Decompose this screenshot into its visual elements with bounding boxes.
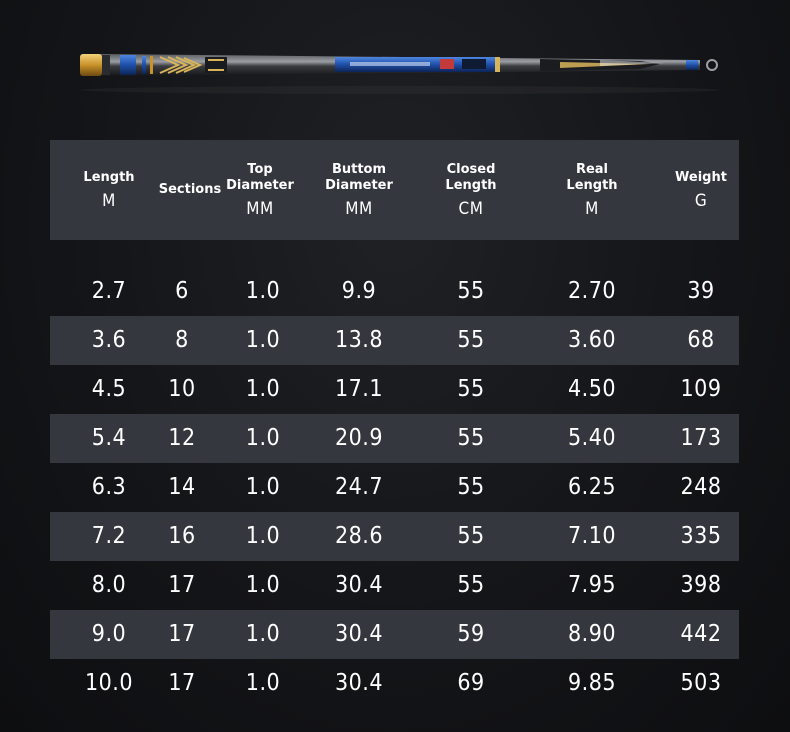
table-row: 2.7 6 1.0 9.9 55 2.70 39	[50, 267, 739, 316]
cell-bottom-diameter: 20.9	[334, 425, 384, 451]
cell-sections: 12	[168, 425, 196, 451]
cell-closed-length: 55	[457, 327, 485, 353]
fishing-rod-image	[0, 0, 790, 120]
cell-closed-length: 55	[457, 425, 485, 451]
header-bottom-diameter-label: Buttom Diameter	[325, 161, 393, 193]
cell-weight: 173	[680, 425, 722, 451]
table-row: 9.0 17 1.0 30.4 59 8.90 442	[50, 610, 739, 659]
cell-weight: 398	[680, 572, 722, 598]
header-real-length: Real Length M	[550, 140, 634, 240]
cell-bottom-diameter: 28.6	[334, 523, 384, 549]
cell-top-diameter: 1.0	[245, 523, 281, 549]
cell-sections: 10	[168, 376, 196, 402]
header-weight-label: Weight	[675, 169, 727, 185]
cell-top-diameter: 1.0	[245, 278, 281, 304]
cell-length: 5.4	[91, 425, 127, 451]
header-top-diameter: Top Diameter MM	[220, 140, 300, 240]
cell-length: 7.2	[91, 523, 127, 549]
table-header: Length M Sections Top Diameter MM Buttom…	[50, 140, 739, 240]
cell-bottom-diameter: 9.9	[341, 278, 377, 304]
cell-weight: 68	[687, 327, 715, 353]
cell-sections: 14	[168, 474, 196, 500]
cell-bottom-diameter: 13.8	[334, 327, 384, 353]
header-real-length-unit: M	[585, 198, 599, 219]
header-weight-unit: G	[694, 190, 708, 211]
cell-sections: 8	[175, 327, 189, 353]
cell-real-length: 4.50	[567, 376, 617, 402]
cell-bottom-diameter: 24.7	[334, 474, 384, 500]
cell-top-diameter: 1.0	[245, 572, 281, 598]
cell-real-length: 7.10	[567, 523, 617, 549]
cell-weight: 39	[687, 278, 715, 304]
cell-top-diameter: 1.0	[245, 376, 281, 402]
header-weight: Weight G	[664, 140, 738, 240]
header-sections-label: Sections	[158, 182, 222, 197]
cell-sections: 6	[175, 278, 189, 304]
header-closed-length-unit: CM	[458, 198, 484, 219]
cell-closed-length: 55	[457, 474, 485, 500]
cell-weight: 109	[680, 376, 722, 402]
cell-weight: 503	[680, 670, 722, 696]
cell-closed-length: 69	[457, 670, 485, 696]
cell-real-length: 8.90	[567, 621, 617, 647]
cell-real-length: 6.25	[567, 474, 617, 500]
header-closed-length-label: Closed Length	[445, 161, 497, 193]
cell-bottom-diameter: 30.4	[334, 621, 384, 647]
header-length-label: Length	[83, 169, 135, 185]
header-length-unit: M	[102, 190, 116, 211]
header-length: Length M	[72, 140, 146, 240]
header-closed-length: Closed Length CM	[430, 140, 512, 240]
cell-top-diameter: 1.0	[245, 425, 281, 451]
cell-sections: 17	[168, 670, 196, 696]
header-top-diameter-label: Top Diameter	[226, 161, 294, 193]
cell-real-length: 7.95	[567, 572, 617, 598]
cell-sections: 17	[168, 572, 196, 598]
table-row: 8.0 17 1.0 30.4 55 7.95 398	[50, 561, 739, 610]
cell-weight: 442	[680, 621, 722, 647]
cell-closed-length: 55	[457, 376, 485, 402]
cell-closed-length: 55	[457, 278, 485, 304]
header-bottom-diameter-unit: MM	[345, 198, 373, 219]
table-row: 6.3 14 1.0 24.7 55 6.25 248	[50, 463, 739, 512]
cell-bottom-diameter: 17.1	[334, 376, 384, 402]
cell-closed-length: 55	[457, 523, 485, 549]
header-sections: Sections	[154, 140, 226, 240]
cell-top-diameter: 1.0	[245, 327, 281, 353]
table-row: 10.0 17 1.0 30.4 69 9.85 503	[50, 659, 739, 708]
cell-real-length: 5.40	[567, 425, 617, 451]
header-top-diameter-unit: MM	[246, 198, 274, 219]
cell-length: 9.0	[91, 621, 127, 647]
cell-real-length: 3.60	[567, 327, 617, 353]
cell-length: 6.3	[91, 474, 127, 500]
cell-top-diameter: 1.0	[245, 474, 281, 500]
cell-bottom-diameter: 30.4	[334, 670, 384, 696]
cell-top-diameter: 1.0	[245, 670, 281, 696]
table-row: 4.5 10 1.0 17.1 55 4.50 109	[50, 365, 739, 414]
cell-real-length: 9.85	[567, 670, 617, 696]
cell-length: 4.5	[91, 376, 127, 402]
cell-length: 3.6	[91, 327, 127, 353]
header-real-length-label: Real Length	[566, 161, 618, 193]
table-row: 3.6 8 1.0 13.8 55 3.60 68	[50, 316, 739, 365]
cell-real-length: 2.70	[567, 278, 617, 304]
cell-closed-length: 55	[457, 572, 485, 598]
cell-top-diameter: 1.0	[245, 621, 281, 647]
cell-bottom-diameter: 30.4	[334, 572, 384, 598]
table-row: 5.4 12 1.0 20.9 55 5.40 173	[50, 414, 739, 463]
cell-weight: 248	[680, 474, 722, 500]
header-bottom-diameter: Buttom Diameter MM	[314, 140, 404, 240]
table-row: 7.2 16 1.0 28.6 55 7.10 335	[50, 512, 739, 561]
cell-length: 8.0	[91, 572, 127, 598]
cell-sections: 16	[168, 523, 196, 549]
cell-sections: 17	[168, 621, 196, 647]
cell-weight: 335	[680, 523, 722, 549]
cell-length: 10.0	[84, 670, 134, 696]
cell-length: 2.7	[91, 278, 127, 304]
cell-closed-length: 59	[457, 621, 485, 647]
